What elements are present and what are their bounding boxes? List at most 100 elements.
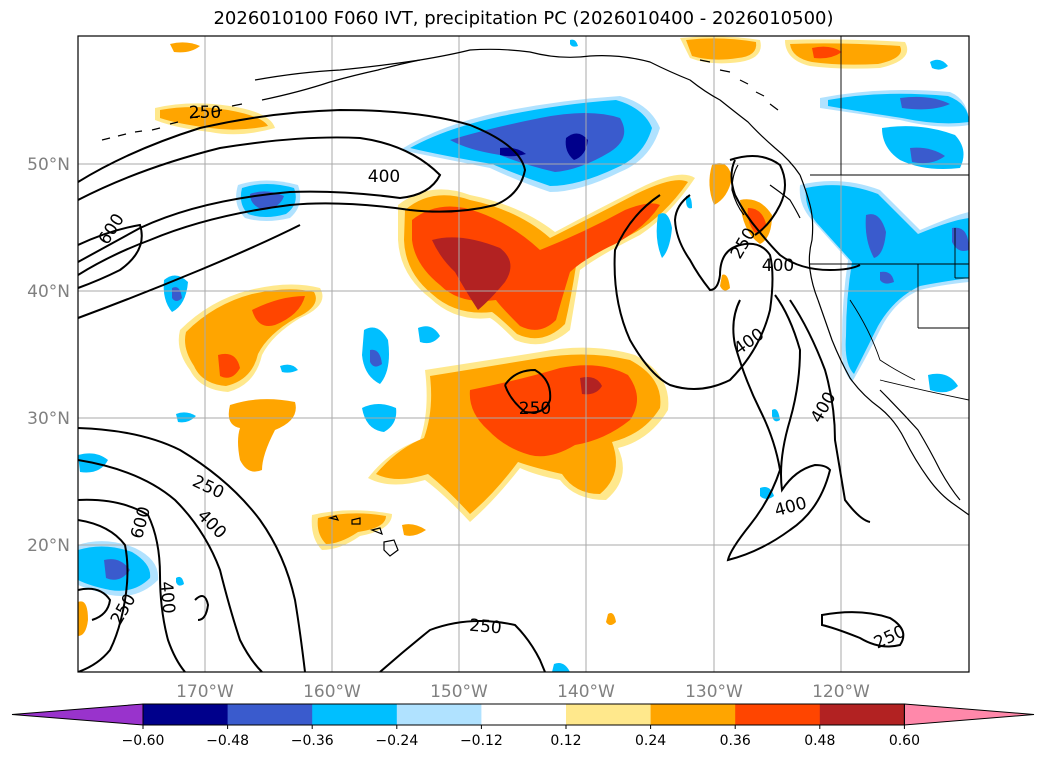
baja-coast [879,389,961,501]
lat-tick-label: 50°N [27,155,70,175]
ivt-contour-line [78,587,112,621]
alaska-peninsula [261,59,421,101]
colorbar-tick-label: 0.12 [550,733,581,749]
anomaly-patch [686,38,757,60]
ivt-contour-line [821,611,905,648]
anomaly-patch [418,326,440,344]
anomaly-patch [865,214,886,258]
colorbar-segment [312,704,398,725]
lon-tick-label: 170°W [176,682,234,702]
alaska-islands [699,59,779,111]
anomaly-patch [552,663,570,672]
lat-tick-label: 20°N [27,536,70,556]
lon-tick-label: 140°W [557,682,615,702]
anomaly-patch [78,601,88,636]
ivt-contour-line [78,224,301,319]
bc-coast [799,174,819,301]
colorbar-tick-label: −0.12 [460,733,503,749]
ivt-contour-line [726,294,832,562]
colorbar-segment [819,704,905,725]
ivt-contour-line [789,299,871,523]
ivt-contour-line [78,427,306,672]
lon-tick-label: 120°W [812,682,870,702]
lat-tick-label: 30°N [27,409,70,429]
anomaly-patch [709,163,732,205]
ivt-contour-line [78,108,527,276]
anomaly-patch [500,147,526,157]
anomaly-patch [176,576,184,586]
political-borders [810,36,969,401]
lon-tick-label: 130°W [685,682,743,702]
anomaly-patch [686,195,692,209]
positive-anomaly-layer [78,36,908,636]
anomaly-patch [565,133,588,160]
anomaly-patch [930,59,948,70]
anomaly-patch [104,559,130,580]
anomaly-patch [952,227,969,251]
anomaly-patch [218,353,240,378]
alaska-coast [254,48,801,176]
anomaly-patch [402,524,426,536]
vancouver-island [769,184,801,219]
ivt-contours [78,108,905,672]
anomaly-patch [370,349,382,367]
ivt-contour-line [78,223,143,289]
ivt-label: 250 [189,103,221,123]
colorbar-segment [566,704,652,725]
colorbar-extend-high [903,703,1035,726]
ivt-contour-line [78,136,442,263]
anomaly-patch [656,213,672,258]
ivt-contour-line [504,368,552,414]
hawaii [327,515,399,557]
lon-tick-label: 160°W [303,682,361,702]
ivt-contour-line [78,459,263,672]
anomaly-patch [760,487,774,499]
haida-gwaii [731,164,745,216]
colorbar-frame [142,703,905,726]
anomaly-patch [882,126,964,169]
anomaly-patch [812,46,842,59]
anomaly-patch [900,96,950,110]
ivt-contour-line [379,620,546,672]
anomaly-patch [880,271,894,284]
colorbar-tick-label: −0.36 [291,733,334,749]
map-title: 2026010100 F060 IVT, precipitation PC (2… [213,8,834,29]
colorbar-segment [143,704,229,725]
colorbar-segment [481,704,567,725]
latitude-labels: 50°N 40°N 30°N 20°N [27,155,70,556]
ivt-contour-line [194,595,210,621]
lat-tick-label: 40°N [27,282,70,302]
ivt-label: 400 [156,581,179,615]
aleutian-islands [101,103,243,141]
anomaly-patch [720,274,730,291]
colorbar-segment [227,704,313,725]
us-west-coast [817,299,969,516]
ivt-contour-line [613,194,774,390]
colorbar-tick-label: 0.48 [804,733,835,749]
plot-frame [77,35,970,673]
ivt-label: 400 [762,256,794,276]
anomaly-patch [280,364,298,373]
anomaly-patch [606,613,616,625]
anomaly-patch [228,399,296,472]
colorbar-tick-label: −0.24 [375,733,418,749]
anomaly-patch [570,39,578,47]
colorbar-segment [396,704,482,725]
graticule [78,36,969,672]
longitude-labels: 170°W 160°W 150°W 140°W 130°W 120°W [176,682,870,702]
anomaly-patch [910,147,945,164]
anomaly-patch [432,237,511,310]
anomaly-patch [176,412,196,423]
lon-tick-label: 150°W [430,682,488,702]
ivt-label: 250 [519,399,551,419]
ivt-contour-line [78,498,186,672]
anomaly-patch [252,296,305,326]
anomaly-patch [160,107,268,130]
anomaly-patch [170,42,200,53]
anomaly-patch [317,513,386,544]
colorbar-extend-low [11,703,144,726]
anomaly-patch [450,113,625,172]
anomaly-patch [928,373,958,393]
ivt-contour-line [729,155,786,236]
